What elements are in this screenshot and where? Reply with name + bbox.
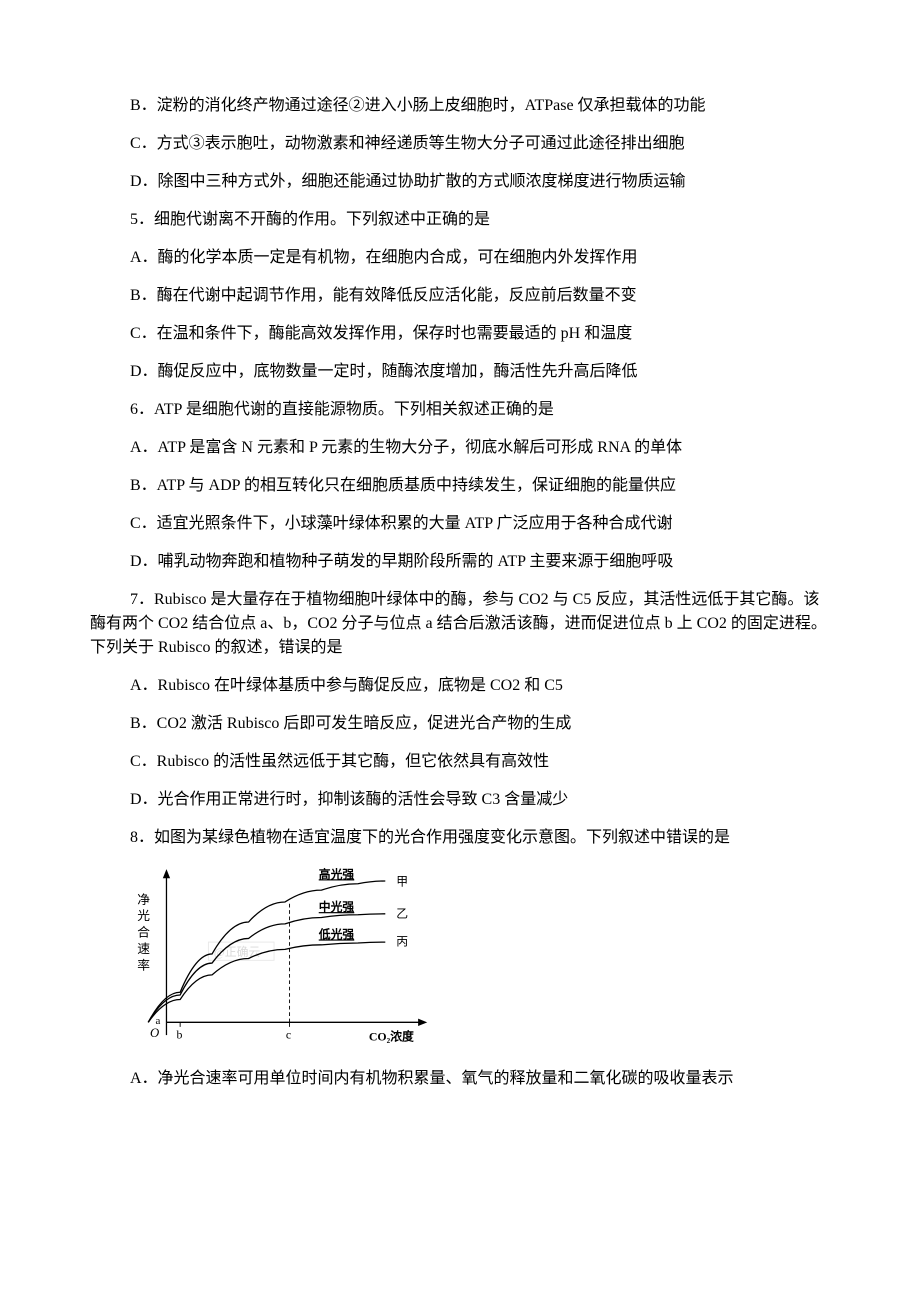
- svg-text:丙: 丙: [396, 935, 408, 949]
- q6-option-b: B．ATP 与 ADP 的相互转化只在细胞质基质中持续发生，保证细胞的能量供应: [130, 474, 830, 498]
- svg-text:CO₂浓度: CO₂浓度: [369, 1030, 414, 1044]
- q7-option-c: C．Rubisco 的活性虽然远低于其它酶，但它依然具有高效性: [130, 750, 830, 774]
- svg-text:c: c: [286, 1028, 291, 1042]
- q6-option-d: D．哺乳动物奔跑和植物种子萌发的早期阶段所需的 ATP 主要来源于细胞呼吸: [130, 550, 830, 574]
- q5-option-d: D．酶促反应中，底物数量一定时，随酶浓度增加，酶活性先升高后降低: [130, 360, 830, 384]
- q4-option-c: C．方式③表示胞吐，动物激素和神经递质等生物大分子可通过此途径排出细胞: [130, 132, 830, 156]
- svg-text:率: 率: [137, 957, 150, 972]
- q6-option-a: A．ATP 是富含 N 元素和 P 元素的生物大分子，彻底水解后可形成 RNA …: [130, 436, 830, 460]
- q8-stem: 8．如图为某绿色植物在适宜温度下的光合作用强度变化示意图。下列叙述中错误的是: [90, 826, 830, 850]
- svg-text:低光强: 低光强: [318, 927, 355, 941]
- q6-option-c: C．适宜光照条件下，小球藻叶绿体积累的大量 ATP 广泛应用于各种合成代谢: [130, 512, 830, 536]
- svg-text:速: 速: [137, 942, 150, 956]
- svg-text:甲: 甲: [396, 875, 408, 889]
- svg-text:光: 光: [137, 909, 150, 923]
- q7-option-b: B．CO2 激活 Rubisco 后即可发生暗反应，促进光合产物的生成: [130, 712, 830, 736]
- q5-option-b: B．酶在代谢中起调节作用，能有效降低反应活化能，反应前后数量不变: [130, 284, 830, 308]
- q4-option-b: B．淀粉的消化终产物通过途径②进入小肠上皮细胞时，ATPase 仅承担载体的功能: [90, 94, 830, 118]
- svg-text:乙: 乙: [396, 906, 408, 920]
- q8-option-a: A．净光合速率可用单位时间内有机物积累量、氧气的释放量和二氧化碳的吸收量表示: [90, 1067, 830, 1091]
- svg-text:中光强: 中光强: [319, 900, 355, 914]
- svg-text:O: O: [150, 1026, 159, 1040]
- q6-stem: 6．ATP 是细胞代谢的直接能源物质。下列相关叙述正确的是: [130, 398, 830, 422]
- svg-text:b: b: [177, 1028, 183, 1042]
- svg-text:净: 净: [137, 893, 150, 907]
- svg-text:合: 合: [137, 926, 150, 940]
- q7-option-d: D．光合作用正常进行时，抑制该酶的活性会导致 C3 含量减少: [130, 788, 830, 812]
- q5-option-c: C．在温和条件下，酶能高效发挥作用，保存时也需要最适的 pH 和温度: [130, 322, 830, 346]
- q4-option-d: D．除图中三种方式外，细胞还能通过协助扩散的方式顺浓度梯度进行物质运输: [130, 170, 830, 194]
- q8-figure: @正确云aO净光合速率bcCO₂浓度高光强甲中光强乙低光强丙: [130, 866, 830, 1051]
- photosynthesis-chart: @正确云aO净光合速率bcCO₂浓度高光强甲中光强乙低光强丙: [130, 866, 440, 1051]
- page-content: B．淀粉的消化终产物通过途径②进入小肠上皮细胞时，ATPase 仅承担载体的功能…: [0, 0, 920, 1165]
- svg-text:高光强: 高光强: [319, 867, 355, 881]
- q7-option-a: A．Rubisco 在叶绿体基质中参与酶促反应，底物是 CO2 和 C5: [130, 674, 830, 698]
- q5-stem: 5．细胞代谢离不开酶的作用。下列叙述中正确的是: [130, 208, 830, 232]
- q5-option-a: A．酶的化学本质一定是有机物，在细胞内合成，可在细胞内外发挥作用: [130, 246, 830, 270]
- q7-stem: 7．Rubisco 是大量存在于植物细胞叶绿体中的酶，参与 CO2 与 C5 反…: [90, 588, 830, 660]
